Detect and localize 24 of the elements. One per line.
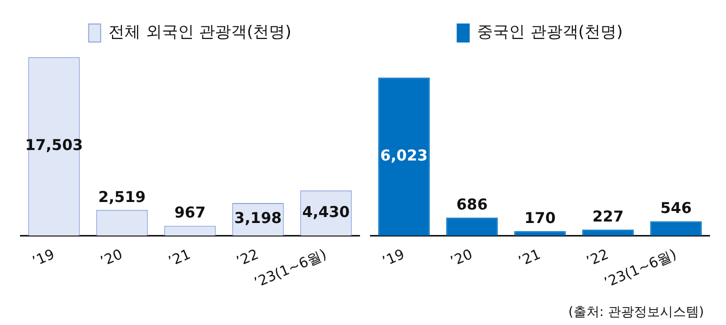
x-tick-label: ’21 [166,246,193,270]
data-label: 967 [174,204,206,222]
data-label: 170 [524,209,556,228]
data-label: 6,023 [380,146,428,165]
legend-label: 전체 외국인 관광객(천명) [108,22,292,42]
data-label: 17,503 [25,136,83,154]
bar [514,231,566,236]
legend-label: 중국인 관광객(천명) [477,22,623,42]
bar [650,221,702,236]
data-label: 2,519 [98,188,146,206]
x-tick-label: ’19 [380,246,407,270]
bar [446,218,498,236]
data-label: 546 [660,199,692,218]
data-label: 3,198 [234,209,282,228]
x-tick-label: ’19 [30,246,57,270]
x-tick-label: ’20 [98,246,125,270]
text: (출처: 관광정보시스템) [568,304,704,321]
data-label: 4,430 [302,202,350,221]
bar [378,78,430,236]
bar [582,230,634,236]
data-label: 227 [592,208,624,226]
data-label: 686 [456,196,488,214]
x-tick-label: ’20 [448,246,475,270]
x-tick-label: ’21 [516,246,543,270]
